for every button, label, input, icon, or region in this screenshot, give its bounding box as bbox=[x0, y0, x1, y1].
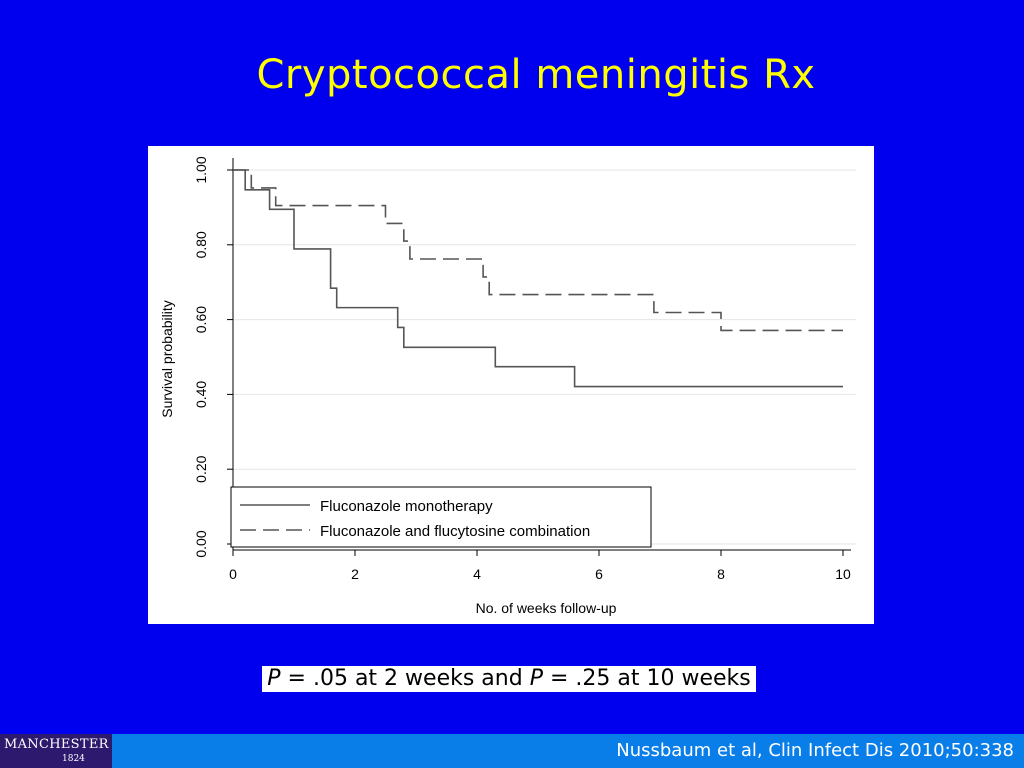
series bbox=[233, 169, 843, 388]
series-line-combination bbox=[233, 169, 843, 332]
series-line-monotherapy bbox=[233, 169, 843, 388]
x-tick-label: 8 bbox=[717, 566, 725, 582]
legend-label-combination: Fluconazole and flucytosine combination bbox=[320, 523, 590, 540]
y-tick-label: 0.80 bbox=[193, 231, 209, 258]
x-tick-label: 2 bbox=[351, 566, 359, 582]
citation: Nussbaum et al, Clin Infect Dis 2010;50:… bbox=[616, 740, 1014, 761]
x-tick-label: 0 bbox=[229, 566, 237, 582]
y-tick-label: 0.60 bbox=[193, 306, 209, 333]
university-logo: MANCHESTER 1824 bbox=[0, 734, 112, 768]
logo-year: 1824 bbox=[62, 754, 85, 764]
p-symbol: P bbox=[267, 666, 281, 691]
x-tick-label: 4 bbox=[473, 566, 481, 582]
footer-bar: MANCHESTER 1824 Nussbaum et al, Clin Inf… bbox=[0, 734, 1024, 768]
legend-box bbox=[230, 486, 652, 548]
x-axis-title: No. of weeks follow-up bbox=[476, 600, 617, 616]
p-value-annotation: P = .05 at 2 weeks and P = .25 at 10 wee… bbox=[262, 666, 756, 692]
slide-title: Cryptococcal meningitis Rx bbox=[256, 52, 816, 98]
y-tick-label: 1.00 bbox=[193, 156, 209, 183]
x-tick-label: 10 bbox=[835, 566, 851, 582]
x-tick-label: 6 bbox=[595, 566, 603, 582]
ticks: 0.00 0.20 0.40 0.60 0.80 1.00 0 2 4 6 8 10 bbox=[193, 156, 851, 582]
y-tick-label: 0.40 bbox=[193, 381, 209, 408]
p-value-text-1: = .05 at 2 weeks and bbox=[280, 666, 530, 691]
p-value-text-2: = .25 at 10 weeks bbox=[542, 666, 751, 691]
y-axis-title: Survival probability bbox=[159, 300, 175, 418]
y-tick-label: 0.20 bbox=[193, 455, 209, 482]
logo-name: MANCHESTER bbox=[4, 737, 109, 752]
axes bbox=[232, 158, 851, 551]
legend-label-monotherapy: Fluconazole monotherapy bbox=[320, 498, 493, 515]
legend: Fluconazole monotherapy Fluconazole and … bbox=[230, 486, 652, 548]
chart-panel: 0.00 0.20 0.40 0.60 0.80 1.00 0 2 4 6 8 10 No. of w… bbox=[148, 146, 874, 624]
survival-chart: 0.00 0.20 0.40 0.60 0.80 1.00 0 2 4 6 8 10 No. of w… bbox=[159, 156, 856, 616]
y-tick-label: 0.00 bbox=[193, 530, 209, 557]
p-symbol: P bbox=[529, 666, 543, 691]
grid-lines bbox=[233, 169, 856, 545]
